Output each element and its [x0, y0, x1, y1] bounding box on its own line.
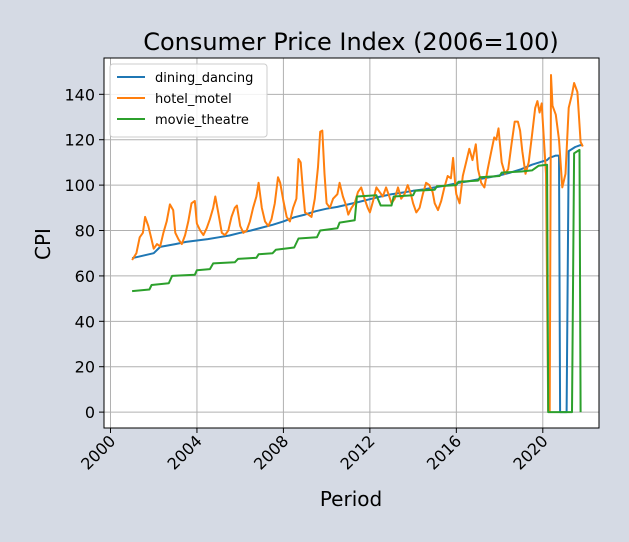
y-tick-label: 0: [85, 403, 95, 422]
series-lines: [131, 74, 584, 414]
series-line-dining-dancing: [131, 143, 584, 414]
x-tick-label: 2008: [250, 431, 292, 473]
x-tick-label: 2020: [509, 431, 551, 473]
legend-label: movie_theatre: [155, 113, 249, 128]
legend-box: [109, 63, 268, 138]
y-tick-label: 40: [75, 312, 95, 331]
grid-lines: [104, 58, 599, 428]
legend-label: hotel_motel: [155, 92, 232, 107]
chart-title: Consumer Price Index (2006=100): [143, 28, 559, 56]
y-tick-label: 80: [75, 222, 95, 241]
y-tick-label: 120: [64, 131, 95, 150]
y-tick-label: 20: [75, 358, 95, 377]
series-line-hotel-motel: [131, 74, 584, 412]
legend: dining_dancing hotel_motel movie_theatre: [109, 63, 268, 138]
y-axis-label: CPI: [31, 228, 55, 260]
x-tick-label: 2004: [164, 431, 206, 473]
x-axis-label: Period: [320, 487, 382, 511]
legend-label: dining_dancing: [155, 71, 253, 86]
y-tick-label: 60: [75, 267, 95, 286]
series-line-movie-theatre: [132, 148, 582, 414]
x-tick-label: 2016: [423, 431, 465, 473]
y-tick-label: 100: [64, 176, 95, 195]
x-tick-label: 2012: [336, 431, 378, 473]
plot-frame: [103, 57, 600, 429]
x-tick-label: 2000: [77, 431, 119, 473]
y-tick-label: 140: [64, 85, 95, 104]
